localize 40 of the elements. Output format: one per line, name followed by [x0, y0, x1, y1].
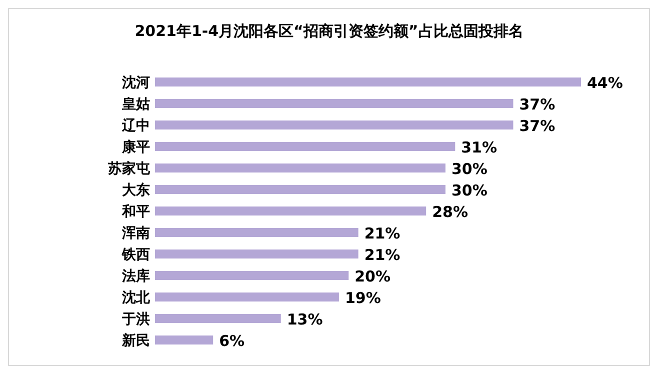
- data-label: 37%: [519, 117, 556, 135]
- y-tick-label: 康平: [121, 138, 150, 156]
- data-label: 19%: [344, 289, 381, 307]
- bar: [155, 228, 358, 237]
- chart-title: 2021年1-4月沈阳各区“招商引资签约额”占比总固投排名: [134, 22, 524, 40]
- bar: [155, 206, 426, 216]
- bar: [155, 78, 581, 86]
- bar: [155, 99, 514, 108]
- bar: [155, 185, 446, 194]
- bar: [155, 336, 214, 344]
- data-label: 21%: [364, 246, 400, 264]
- y-tick-label: 新民: [121, 332, 150, 349]
- bar: [155, 142, 456, 151]
- y-tick-label: 大东: [122, 182, 150, 198]
- data-label: 20%: [354, 268, 391, 286]
- y-tick-label: 和平: [121, 204, 150, 220]
- y-tick-label: 皇姑: [121, 96, 150, 112]
- data-label: 30%: [451, 160, 488, 178]
- bar: [155, 164, 446, 172]
- data-label: 31%: [461, 138, 498, 156]
- y-tick-label: 于洪: [121, 312, 150, 328]
- data-label: 30%: [451, 182, 488, 200]
- data-label: 13%: [286, 310, 323, 328]
- y-tick-label: 辽中: [121, 118, 150, 134]
- bar: [155, 292, 339, 302]
- data-label: 6%: [219, 332, 245, 350]
- bar: [155, 314, 281, 323]
- data-label: 44%: [587, 74, 623, 92]
- bar: [155, 271, 349, 280]
- y-tick-label: 沈北: [121, 290, 151, 306]
- data-label: 28%: [432, 203, 468, 221]
- data-label: 21%: [364, 224, 400, 242]
- y-tick-label: 浑南: [121, 226, 150, 242]
- y-tick-label: 苏家屯: [107, 160, 151, 177]
- bar: [155, 250, 358, 258]
- y-tick-label: 铁西: [121, 247, 150, 263]
- y-tick-label: 法库: [121, 268, 150, 284]
- y-tick-label: 沈河: [121, 75, 150, 91]
- bar: [155, 120, 514, 130]
- data-label: 37%: [519, 96, 556, 114]
